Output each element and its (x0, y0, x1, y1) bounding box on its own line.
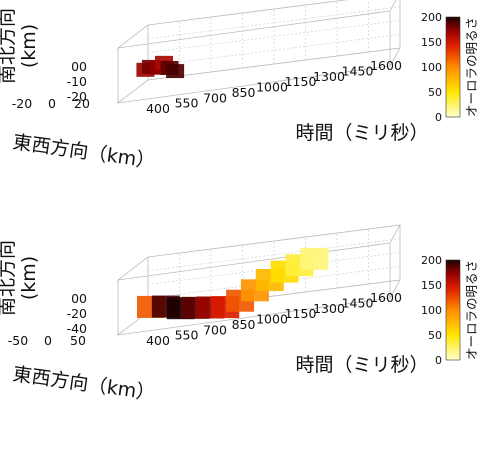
time-axis-label: 時間（ミリ秒） (295, 354, 428, 376)
ew-axis-label: 東西方向（km） (11, 131, 156, 173)
colorbar-tick-label: 150 (421, 36, 442, 49)
ns-tick-label: -20 (67, 306, 87, 321)
ns-axis-label: 南北方向 (km) (0, 240, 40, 316)
ns-tick-label: 00 (71, 291, 87, 306)
data-voxel (300, 247, 329, 270)
ew-tick-labels: -50 0 50 (8, 333, 86, 348)
time-axis-label: 時間（ミリ秒） (295, 122, 428, 144)
colorbar-gradient (445, 16, 461, 118)
data-voxels (136, 247, 329, 320)
time-tick-label: 700 (203, 322, 227, 337)
ew-tick-labels: -20 0 20 (12, 96, 90, 111)
time-tick-label: 1300 (313, 69, 345, 84)
data-voxels (136, 55, 185, 79)
time-tick-label: 1600 (370, 58, 402, 73)
time-tick-label: 1450 (342, 63, 374, 78)
time-tick-label: 1150 (285, 74, 317, 89)
ns-axis-label: 南北方向 (km) (0, 8, 40, 84)
ew-tick-label: 20 (74, 96, 90, 111)
time-tick-label: 400 (146, 333, 170, 348)
colorbar-tick-label: 200 (421, 254, 442, 267)
ew-tick-label: 50 (70, 333, 86, 348)
ns-tick-label: -40 (67, 321, 87, 336)
time-tick-label: 1000 (256, 312, 288, 327)
colorbar-gradient (445, 259, 461, 361)
colorbar-tick-label: 0 (435, 111, 442, 124)
box-top (116, 0, 397, 49)
colorbar-tick-label: 100 (421, 61, 442, 74)
ns-axis-label-line2: (km) (18, 256, 40, 300)
colorbar-tick-label: 0 (435, 354, 442, 367)
ns-tick-label: -20 (67, 89, 87, 104)
time-tick-label: 1000 (256, 80, 288, 95)
time-tick-label: 550 (175, 96, 199, 111)
time-tick-label: 550 (175, 328, 199, 343)
colorbar-tick-label: 100 (421, 304, 442, 317)
time-tick-label: 400 (146, 101, 170, 116)
ew-tick-label: -50 (8, 333, 28, 348)
time-tick-label: 850 (232, 85, 256, 100)
ew-tick-label: 0 (48, 96, 56, 111)
time-tick-label: 1300 (313, 301, 345, 316)
colorbar: 200 150 100 50 0 オーロラの明るさ (421, 11, 479, 124)
ew-tick-label: -20 (12, 96, 32, 111)
time-tick-label: 1450 (342, 295, 374, 310)
ns-tick-label: 00 (71, 59, 87, 74)
ns-tick-labels: 00-10-20 (67, 59, 87, 104)
colorbar-tick-label: 200 (421, 11, 442, 24)
colorbar-tick-label: 150 (421, 279, 442, 292)
ns-tick-label: -10 (67, 74, 87, 89)
colorbar-tick-label: 50 (428, 86, 442, 99)
colorbar-tick-label: 50 (428, 329, 442, 342)
data-voxel (166, 64, 185, 79)
ns-tick-labels: 00-20-40 (67, 291, 87, 336)
ns-axis-label-line1: 南北方向 (0, 8, 18, 84)
time-tick-label: 1600 (370, 290, 402, 305)
ns-axis-label-line2: (km) (18, 24, 40, 68)
ew-axis-label: 東西方向（km） (11, 363, 156, 405)
colorbar-label: オーロラの明るさ (464, 260, 479, 360)
time-tick-label: 1150 (285, 306, 317, 321)
colorbar-label: オーロラの明るさ (464, 17, 479, 117)
time-tick-label: 700 (203, 90, 227, 105)
colorbar: 200 150 100 50 0 オーロラの明るさ (421, 254, 479, 367)
ns-axis-label-line1: 南北方向 (0, 240, 18, 316)
time-tick-label: 850 (232, 317, 256, 332)
ew-tick-label: 0 (44, 333, 52, 348)
